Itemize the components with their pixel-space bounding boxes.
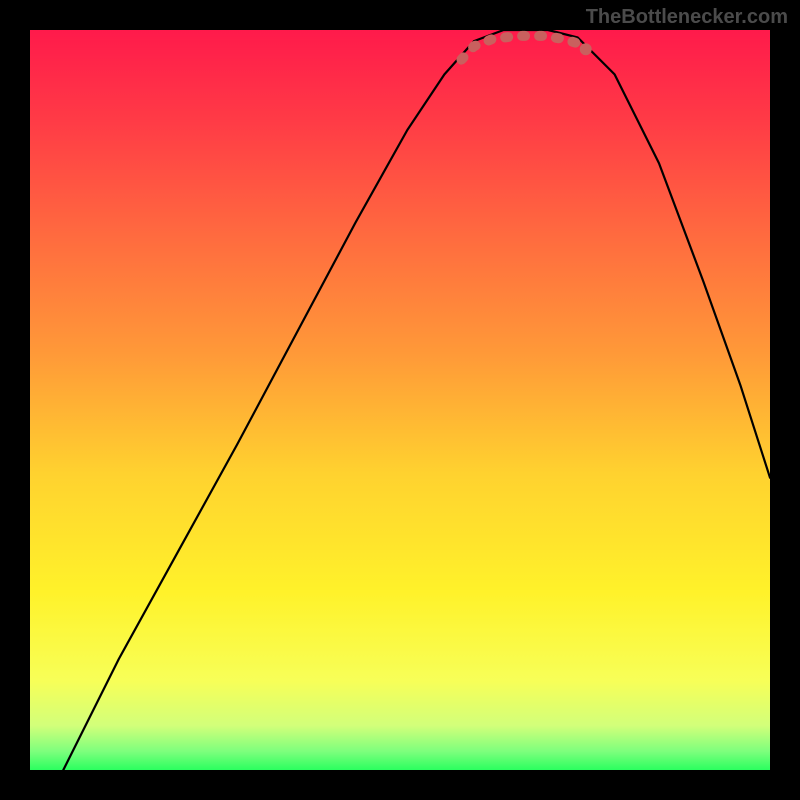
watermark-text: TheBottlenecker.com (586, 6, 788, 29)
bottleneck-chart: TheBottlenecker.com (0, 0, 800, 800)
chart-svg (0, 0, 800, 800)
